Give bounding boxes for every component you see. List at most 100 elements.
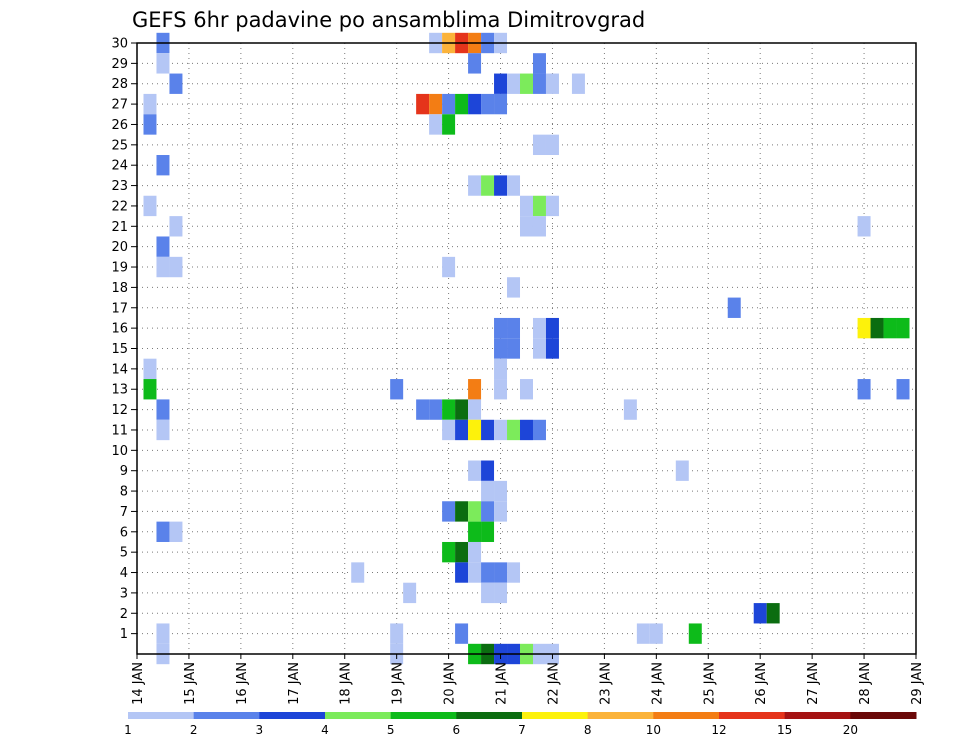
data-cell [545, 195, 559, 217]
data-cell [143, 114, 157, 135]
y-tick-label: 23 [111, 179, 128, 194]
y-tick-label: 10 [111, 444, 128, 459]
data-cell [520, 379, 533, 400]
x-tick-label: 28 JAN [858, 662, 873, 705]
y-axis: 1234567891011121314151617181920212223242… [111, 37, 137, 642]
colorbar-label: 20 [843, 723, 858, 737]
data-cell [494, 73, 508, 94]
data-cell [143, 379, 157, 400]
x-tick-label: 21 JAN [495, 662, 510, 705]
x-tick-label: 14 JAN [131, 662, 146, 705]
data-cell [455, 419, 469, 441]
data-cell [481, 582, 495, 604]
data-cell [156, 155, 170, 176]
colorbar-label: 10 [646, 723, 661, 737]
data-cell [468, 175, 482, 196]
y-tick-label: 11 [111, 423, 128, 438]
colorbar-label: 5 [387, 723, 395, 737]
data-cell [636, 623, 650, 644]
data-cell [442, 501, 456, 522]
data-cell [455, 541, 469, 563]
data-cell [532, 338, 546, 359]
data-cell [857, 379, 871, 400]
data-cell [455, 399, 469, 420]
data-cell [468, 541, 482, 563]
y-tick-label: 20 [111, 240, 128, 255]
data-cell [390, 623, 404, 644]
data-cell [156, 419, 170, 441]
data-cell [545, 338, 559, 359]
data-cell [481, 521, 495, 542]
x-tick-label: 17 JAN [287, 662, 302, 705]
x-tick-label: 25 JAN [702, 662, 717, 705]
data-cell [481, 175, 495, 196]
colorbar-swatch [719, 712, 786, 719]
data-cell [481, 480, 495, 502]
colorbar-label: 15 [777, 723, 792, 737]
data-cell [507, 317, 521, 339]
data-cell [532, 195, 546, 217]
y-tick-label: 21 [111, 220, 128, 235]
y-tick-label: 6 [120, 525, 128, 540]
data-cells [143, 32, 910, 665]
y-tick-label: 9 [120, 464, 128, 479]
x-tick-label: 26 JAN [754, 662, 769, 705]
data-cell [416, 93, 430, 115]
data-cell [455, 623, 469, 644]
x-tick-label: 18 JAN [339, 662, 354, 705]
x-axis: 14 JAN 15 JAN 16 JAN 17 JAN 18 JAN 19 JAN 20 J… [131, 654, 925, 705]
data-cell [649, 623, 663, 644]
data-cell [494, 338, 508, 359]
colorbar-swatch [193, 712, 260, 719]
colorbar-label: 7 [518, 723, 526, 737]
data-cell [429, 93, 443, 115]
colorbar-swatch [128, 712, 195, 719]
data-cell [143, 93, 157, 115]
y-tick-label: 12 [111, 403, 128, 418]
data-cell [507, 338, 521, 359]
y-tick-label: 25 [111, 138, 128, 153]
data-cell [494, 582, 508, 604]
data-cell [545, 73, 559, 94]
colorbar-swatch [259, 712, 326, 719]
colorbar-label: 3 [256, 723, 264, 737]
colorbar-swatch [850, 712, 917, 719]
data-cell [156, 236, 170, 257]
data-cell [766, 603, 780, 624]
data-cell [156, 53, 170, 74]
colorbar-swatch [653, 712, 720, 719]
data-cell [156, 623, 170, 644]
data-cell [896, 379, 910, 400]
data-cell [532, 73, 546, 94]
x-tick-label: 22 JAN [546, 662, 561, 705]
data-cell [169, 216, 183, 237]
chart-title: GEFS 6hr padavine po ansamblima Dimitrov… [132, 8, 645, 32]
y-tick-label: 3 [120, 586, 128, 601]
data-cell [571, 73, 585, 94]
y-tick-label: 16 [111, 322, 128, 337]
y-tick-label: 1 [120, 627, 128, 642]
x-tick-label: 24 JAN [650, 662, 665, 705]
data-cell [688, 623, 702, 644]
data-cell [169, 521, 183, 542]
data-cell [468, 460, 482, 481]
colorbar-swatch [390, 712, 457, 719]
colorbar-label: 2 [190, 723, 198, 737]
y-tick-label: 19 [111, 261, 128, 276]
colorbar-swatch [587, 712, 654, 719]
plot-frame [136, 42, 917, 655]
data-cell [468, 521, 482, 542]
y-tick-label: 15 [111, 342, 128, 357]
data-cell [520, 73, 533, 94]
data-cell [520, 216, 533, 237]
colorbar-swatch [522, 712, 589, 719]
data-cell [494, 175, 508, 196]
data-cell [494, 93, 508, 115]
x-tick-label: 16 JAN [235, 662, 250, 705]
data-cell [532, 216, 546, 237]
data-cell [753, 603, 767, 624]
colorbar-label: 4 [321, 723, 329, 737]
data-cell [169, 256, 183, 278]
data-cell [494, 358, 508, 380]
